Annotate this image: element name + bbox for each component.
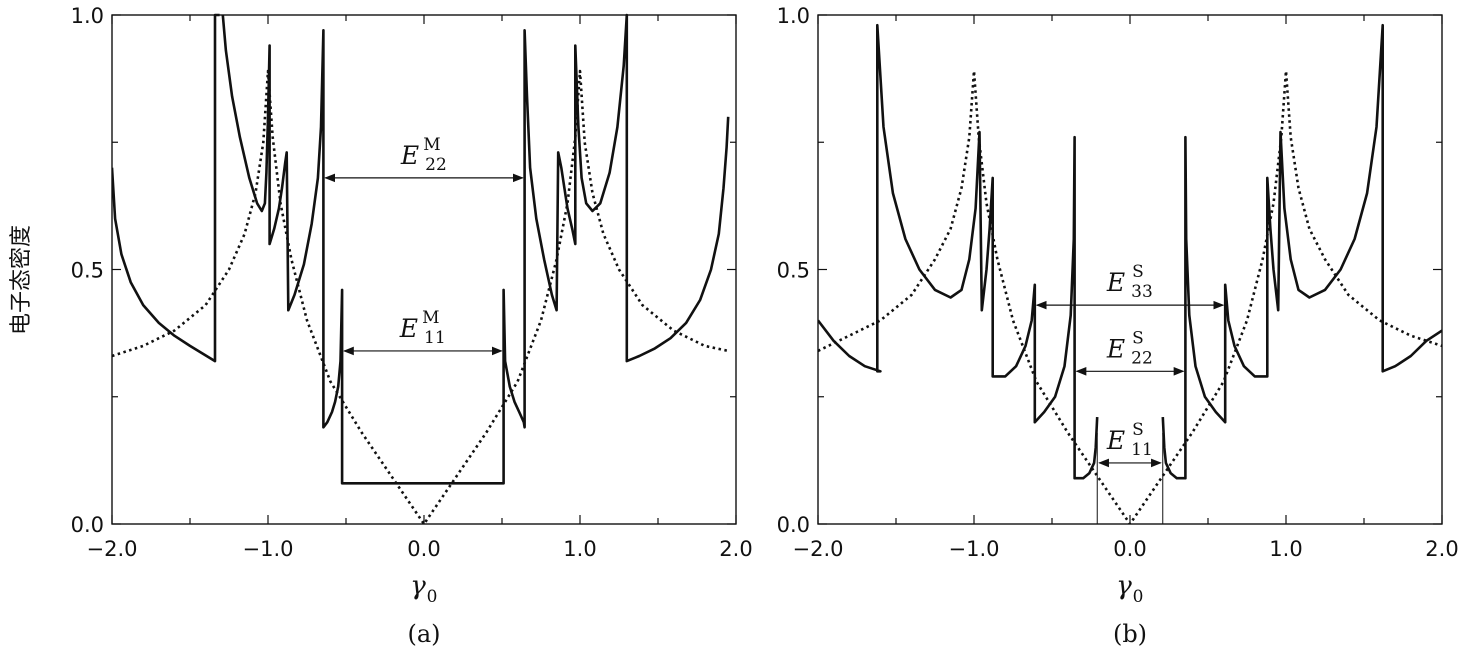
x-axis-title-subscript: 0 <box>1133 587 1144 607</box>
x-tick-label: −1.0 <box>243 537 294 561</box>
y-tick-label: 0.5 <box>777 259 810 283</box>
x-axis-title: γ <box>1116 571 1132 601</box>
energy-label: E <box>1106 334 1125 363</box>
energy-label: E <box>1106 268 1125 297</box>
solid-series-line <box>112 13 730 485</box>
x-axis-title: γ <box>410 571 426 601</box>
dotted-series-line <box>818 69 1442 524</box>
x-tick-label: −2.0 <box>87 537 138 561</box>
energy-label: E <box>1106 426 1125 455</box>
energy-label-subscript: 11 <box>424 328 446 348</box>
y-tick-label: 0.0 <box>71 513 104 537</box>
x-tick-label: 2.0 <box>719 537 752 561</box>
y-tick-label: 1.0 <box>71 4 104 28</box>
y-axis-title: 电子态密度 <box>9 225 34 335</box>
energy-label-subscript: 22 <box>425 155 447 175</box>
x-axis-title-subscript: 0 <box>427 587 438 607</box>
panel-label: (a) <box>407 620 440 648</box>
energy-label-subscript: 33 <box>1131 282 1153 302</box>
x-tick-label: 2.0 <box>1425 537 1458 561</box>
x-tick-label: −2.0 <box>793 537 844 561</box>
panel-label: (b) <box>1113 620 1147 648</box>
energy-label-superscript: S <box>1132 328 1144 348</box>
x-tick-label: 1.0 <box>563 537 596 561</box>
plot-frame <box>817 14 1443 525</box>
x-tick-label: 1.0 <box>1269 537 1302 561</box>
y-tick-label: 0.0 <box>777 513 810 537</box>
solid-series-line <box>818 23 1442 480</box>
dotted-series-line <box>112 69 729 524</box>
x-tick-label: 0.0 <box>407 537 440 561</box>
x-tick-label: −1.0 <box>949 537 1000 561</box>
energy-label-superscript: M <box>423 135 440 155</box>
y-tick-label: 0.5 <box>71 259 104 283</box>
energy-label-subscript: 11 <box>1131 440 1153 460</box>
energy-label: E <box>399 314 418 343</box>
x-tick-label: 0.0 <box>1113 537 1146 561</box>
y-tick-label: 1.0 <box>777 4 810 28</box>
plot-frame <box>111 14 737 525</box>
energy-label: E <box>400 141 419 170</box>
energy-label-superscript: M <box>422 308 439 328</box>
energy-label-subscript: 22 <box>1131 348 1153 368</box>
energy-label-superscript: S <box>1132 420 1144 440</box>
energy-label-superscript: S <box>1132 262 1144 282</box>
